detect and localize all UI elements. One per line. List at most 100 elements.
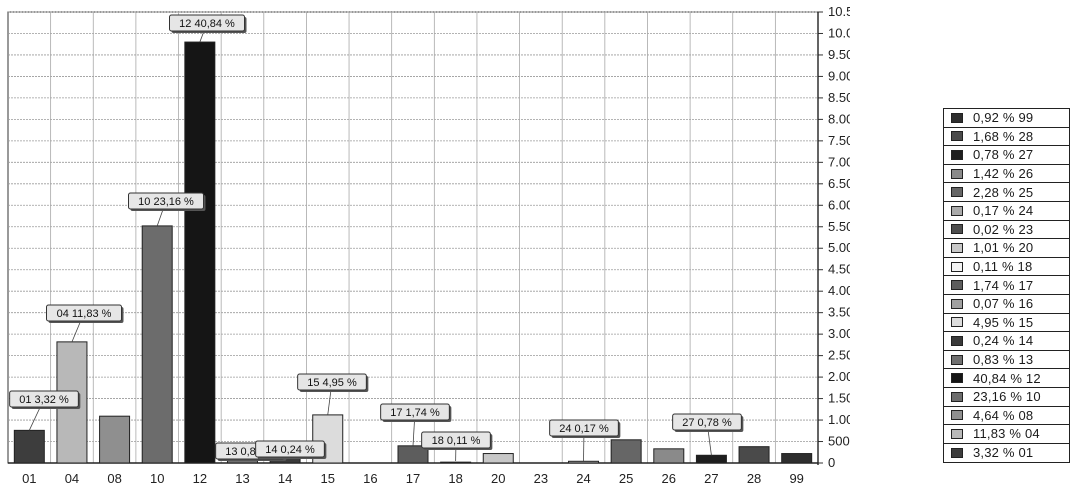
x-tick-label: 20 <box>491 471 505 486</box>
y-tick-label: 7.000.000 <box>828 154 850 169</box>
legend-label: 0,07 % 16 <box>973 296 1034 312</box>
legend-entry: 0,02 % 23 <box>944 221 1069 240</box>
legend-entry: 1,74 % 17 <box>944 276 1069 295</box>
legend-entry: 0,17 % 24 <box>944 202 1069 221</box>
bar-26 <box>653 448 685 464</box>
legend-swatch <box>951 447 963 458</box>
annotation-label: 12 40,84 % <box>179 18 235 30</box>
x-tick-label: 26 <box>662 471 676 486</box>
legend-entry: 1,42 % 26 <box>944 165 1069 184</box>
y-tick-label: 500.000 <box>828 434 850 449</box>
legend-label: 0,78 % 27 <box>973 147 1034 163</box>
x-tick-label: 24 <box>576 471 590 486</box>
annotation-box <box>421 431 491 449</box>
annotation-box <box>128 192 204 210</box>
x-tick-label: 99 <box>789 471 803 486</box>
bar-08 <box>99 415 131 464</box>
annotation-label: 10 23,16 % <box>138 196 194 208</box>
y-tick-label: 9.000.000 <box>828 68 850 83</box>
legend-entry: 0,78 % 27 <box>944 146 1069 165</box>
y-tick-label: 10.000.000 <box>828 25 850 40</box>
y-tick-label: 5.000.000 <box>828 240 850 255</box>
annotation-box <box>169 14 245 32</box>
x-tick-label: 08 <box>107 471 121 486</box>
legend-label: 0,02 % 23 <box>973 221 1034 237</box>
legend-label: 23,16 % 10 <box>973 389 1041 405</box>
bar-20 <box>482 453 514 464</box>
y-tick-label: 7.500.000 <box>828 133 850 148</box>
annotation-label: 04 11,83 % <box>57 308 112 320</box>
legend-entry: 4,95 % 15 <box>944 314 1069 333</box>
legend-entry: 40,84 % 12 <box>944 369 1069 388</box>
y-tick-label: 2.500.000 <box>828 348 850 363</box>
annotation-label: 01 3,32 % <box>19 394 69 406</box>
x-tick-label: 16 <box>363 471 377 486</box>
legend-swatch <box>951 391 963 402</box>
y-tick-label: 2.000.000 <box>828 369 850 384</box>
legend-label: 1,42 % 26 <box>973 166 1034 182</box>
x-tick-label: 15 <box>321 471 335 486</box>
y-tick-label: 6.000.000 <box>828 197 850 212</box>
legend-swatch <box>951 373 963 384</box>
legend-label: 0,83 % 13 <box>973 352 1034 368</box>
x-tick-label: 23 <box>534 471 548 486</box>
annotation-box <box>380 403 450 421</box>
y-tick-label: 4.500.000 <box>828 262 850 277</box>
legend-label: 1,74 % 17 <box>973 277 1034 293</box>
legend-label: 11,83 % 04 <box>973 426 1040 442</box>
bar-12 <box>184 41 216 464</box>
legend-entry: 0,07 % 16 <box>944 295 1069 314</box>
legend-label: 0,24 % 14 <box>973 333 1034 349</box>
legend-label: 1,68 % 28 <box>973 128 1034 144</box>
bar-28 <box>738 446 770 464</box>
y-tick-label: 8.000.000 <box>828 111 850 126</box>
chart-legend: 0,92 % 99 1,68 % 28 0,78 % 27 1,42 % 26 2,28… <box>943 108 1070 464</box>
legend-entry: 0,24 % 14 <box>944 332 1069 351</box>
legend-label: 1,01 % 20 <box>973 240 1034 256</box>
legend-swatch <box>951 354 963 365</box>
annotation-box <box>297 373 367 391</box>
legend-entry: 2,28 % 25 <box>944 183 1069 202</box>
y-tick-label: 1.000.000 <box>828 412 850 427</box>
annotation-label: 17 1,74 % <box>390 407 440 419</box>
legend-swatch <box>951 280 963 291</box>
annotation-label: 15 4,95 % <box>307 377 357 389</box>
x-tick-label: 27 <box>704 471 718 486</box>
legend-swatch <box>951 335 963 346</box>
y-tick-label: 6.500.000 <box>828 176 850 191</box>
legend-swatch <box>951 428 963 439</box>
annotation-label: 27 0,78 % <box>682 417 732 429</box>
legend-swatch <box>951 224 963 235</box>
annotation-label: 24 0,17 % <box>559 423 609 435</box>
bar-01 <box>13 429 45 464</box>
legend-swatch <box>951 187 963 198</box>
legend-entry: 1,68 % 28 <box>944 128 1069 147</box>
x-tick-label: 14 <box>278 471 292 486</box>
annotation-box <box>672 413 742 431</box>
y-tick-label: 9.500.000 <box>828 47 850 62</box>
bar-99 <box>781 453 813 464</box>
legend-swatch <box>951 168 963 179</box>
bar-25 <box>610 439 642 464</box>
y-tick-label: 0 <box>828 455 835 470</box>
y-tick-label: 3.000.000 <box>828 326 850 341</box>
legend-label: 0,92 % 99 <box>973 110 1034 126</box>
x-tick-label: 18 <box>448 471 462 486</box>
legend-label: 40,84 % 12 <box>973 370 1041 386</box>
annotation-label: 18 0,11 % <box>432 435 481 447</box>
bar-18 <box>440 461 472 464</box>
y-tick-label: 5.500.000 <box>828 219 850 234</box>
legend-entry: 4,64 % 08 <box>944 407 1069 426</box>
legend-label: 4,64 % 08 <box>973 407 1034 423</box>
legend-entry: 0,83 % 13 <box>944 351 1069 370</box>
x-tick-label: 10 <box>150 471 164 486</box>
x-tick-label: 17 <box>406 471 420 486</box>
legend-label: 4,95 % 15 <box>973 314 1034 330</box>
x-tick-label: 04 <box>65 471 79 486</box>
y-tick-label: 10.500.000 <box>828 4 850 19</box>
legend-entry: 11,83 % 04 <box>944 425 1069 444</box>
x-tick-label: 28 <box>747 471 761 486</box>
legend-label: 2,28 % 25 <box>973 184 1034 200</box>
legend-swatch <box>951 112 963 123</box>
y-tick-label: 4.000.000 <box>828 283 850 298</box>
